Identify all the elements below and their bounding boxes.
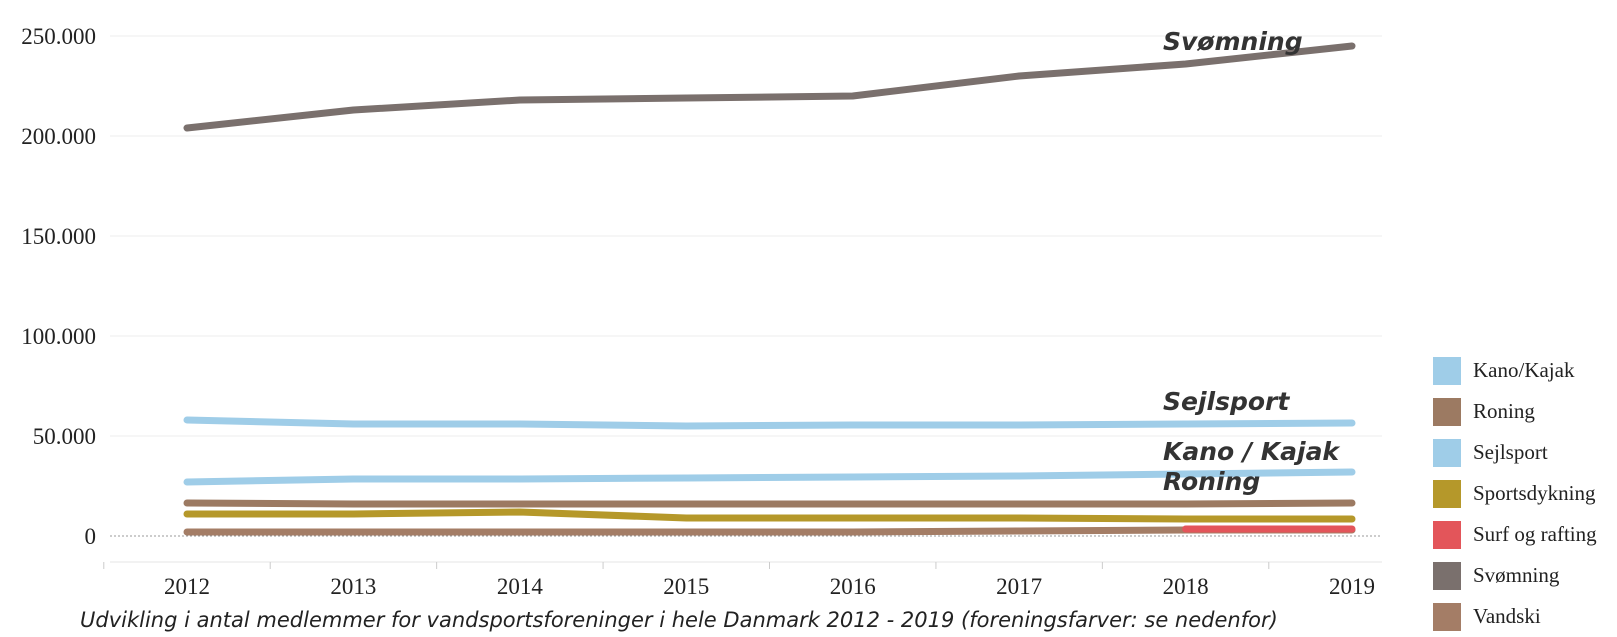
legend-item-vandski: Vandski: [1433, 602, 1597, 631]
legend-item-sportsdykning: Sportsdykning: [1433, 479, 1597, 508]
series-line-kano-kajak: [183, 468, 1356, 486]
series-line-sv-mning: [183, 42, 1356, 132]
legend-item-kano-kajak: Kano/Kajak: [1433, 356, 1597, 385]
legend-swatch: [1433, 602, 1461, 631]
series-line-sejlsport: [183, 416, 1356, 430]
annotation-sejlsport: Sejlsport: [1163, 387, 1290, 416]
legend-item-sv-mning: Svømning: [1433, 561, 1597, 590]
legend-item-surf-og-rafting: Surf og rafting: [1433, 520, 1597, 549]
x-tick-label: 2018: [1163, 574, 1209, 599]
legend-item-sejlsport: Sejlsport: [1433, 438, 1597, 467]
y-tick-label: 100.000: [21, 324, 96, 349]
x-tick-label: 2016: [830, 574, 876, 599]
legend-label: Vandski: [1473, 604, 1541, 628]
annotation-roning: Roning: [1163, 467, 1260, 496]
annotation-kano-kajak: Kano / Kajak: [1163, 437, 1340, 466]
annotation-sv-mning: Svømning: [1163, 27, 1303, 56]
legend-label: Svømning: [1473, 563, 1560, 587]
legend-swatch: [1433, 356, 1461, 385]
chart-caption: Udvikling i antal medlemmer for vandspor…: [80, 608, 1278, 632]
x-tick-label: 2012: [164, 574, 210, 599]
legend-swatch: [1433, 479, 1461, 508]
legend-swatch: [1433, 397, 1461, 426]
legend-swatch: [1433, 520, 1461, 549]
legend-item-roning: Roning: [1433, 397, 1597, 426]
x-tick-label: 2019: [1329, 574, 1375, 599]
x-tick-label: 2013: [330, 574, 376, 599]
series-line-vandski: [183, 526, 1356, 536]
series-line-sportsdykning: [183, 508, 1356, 523]
legend-label: Roning: [1473, 399, 1535, 423]
legend-label: Surf og rafting: [1473, 522, 1597, 546]
legend-label: Sejlsport: [1473, 440, 1548, 464]
x-tick-label: 2017: [996, 574, 1042, 599]
y-tick-label: 250.000: [21, 24, 96, 49]
chart-legend: Kano/Kajak Roning Sejlsport Sportsdykning Su…: [1433, 356, 1597, 637]
axes: 0 50.000 100.000 150.000 200.000 250.000 2012 2…: [21, 24, 1436, 599]
y-tick-label: 150.000: [21, 224, 96, 249]
y-tick-label: 0: [85, 524, 97, 549]
legend-swatch: [1433, 438, 1461, 467]
y-tick-label: 200.000: [21, 124, 96, 149]
grid-lines: [110, 35, 1382, 537]
legend-swatch: [1433, 561, 1461, 590]
series-line-roning: [183, 499, 1356, 508]
legend-label: Sportsdykning: [1473, 481, 1596, 505]
x-tick-label: 2015: [663, 574, 709, 599]
x-tick-label: 2014: [497, 574, 544, 599]
legend-label: Kano/Kajak: [1473, 358, 1575, 382]
series-lines: [183, 42, 1356, 536]
y-tick-label: 50.000: [33, 424, 96, 449]
